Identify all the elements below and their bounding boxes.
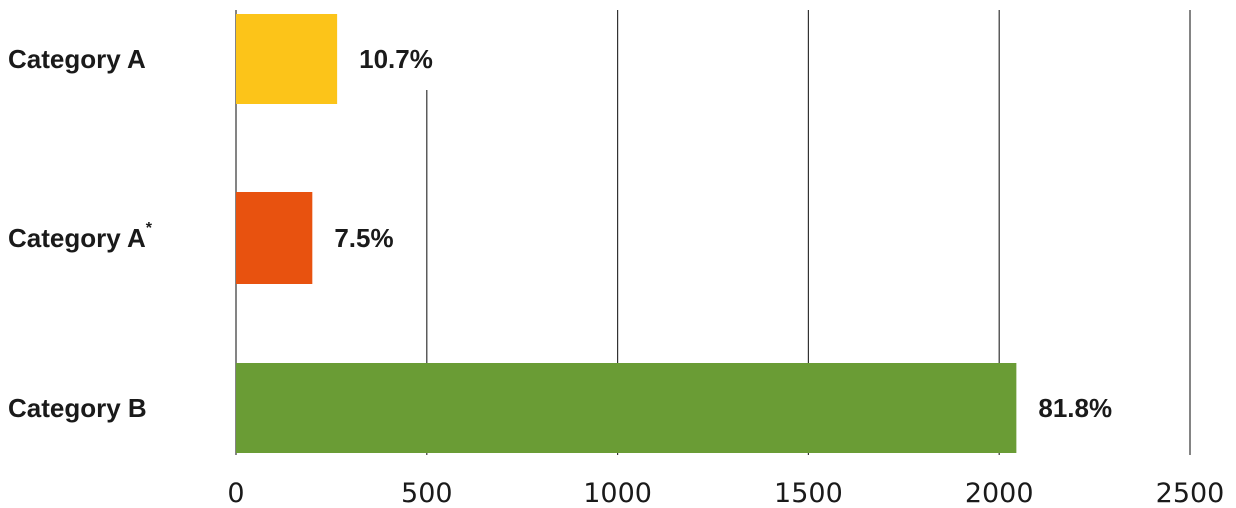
value-label-2: 7.5% xyxy=(334,223,393,253)
x-tick-label-1500: 1500 xyxy=(774,478,843,508)
category-label-2: Category A* xyxy=(8,220,153,253)
bar-1 xyxy=(236,14,338,104)
bars xyxy=(236,14,1017,453)
x-axis-tick-labels: 0 500 1000 1500 2000 2500 xyxy=(227,478,1224,508)
category-label-3: Category B xyxy=(8,393,147,423)
category-superscript: * xyxy=(146,220,153,237)
value-label-1: 10.7% xyxy=(359,44,433,74)
x-tick-label-2000: 2000 xyxy=(965,478,1034,508)
value-labels: 10.7% 7.5% 81.8% xyxy=(334,44,1112,423)
bar-3 xyxy=(236,363,1017,453)
bar-2 xyxy=(236,192,313,284)
category-labels: Category A Category A* Category B xyxy=(8,44,153,423)
x-tick-label-0: 0 xyxy=(227,478,244,508)
category-label-1: Category A xyxy=(8,44,146,74)
x-tick-label-2500: 2500 xyxy=(1156,478,1225,508)
x-tick-label-1000: 1000 xyxy=(583,478,652,508)
x-tick-label-500: 500 xyxy=(401,478,453,508)
value-label-3: 81.8% xyxy=(1038,393,1112,423)
